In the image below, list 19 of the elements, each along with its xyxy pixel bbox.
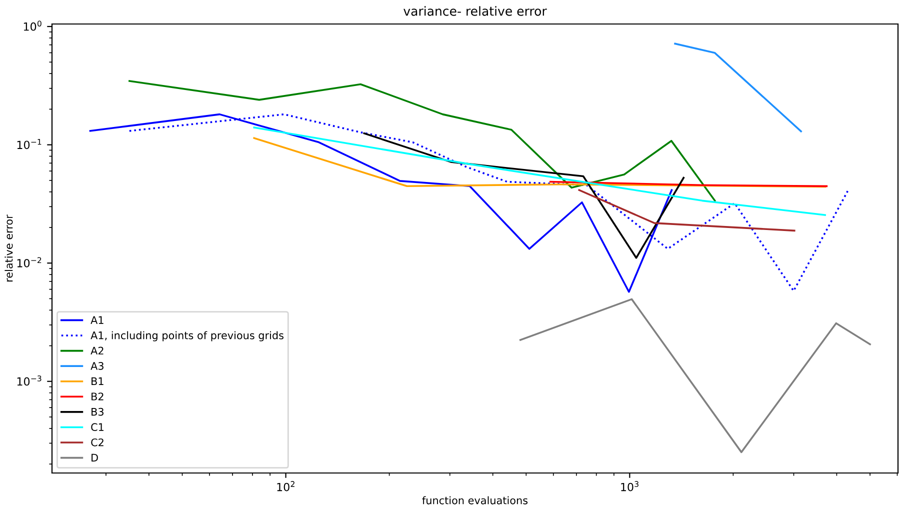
x-tick-label: 10$^{3}$ [621, 481, 638, 492]
y-tick-label: 10$^{−3}$ [17, 375, 42, 386]
y-tick-label: 10$^{−1}$ [17, 139, 42, 150]
chart-title: variance- relative error [404, 6, 547, 16]
legend-label: B2 [92, 392, 104, 400]
legend-label: A1 [90, 316, 104, 324]
y-axis-title: relative error [4, 214, 13, 282]
y-tick-label: 10$^{0}$ [24, 20, 42, 31]
legend-label: B3 [92, 408, 104, 416]
legend-label: A2 [90, 346, 104, 354]
legend-label: C1 [91, 423, 104, 432]
legend-label: A1, including points of previous grids [90, 331, 284, 342]
legend-label: D [92, 454, 98, 462]
y-tick-label: 10$^{−2}$ [17, 257, 42, 268]
legend-label: C2 [91, 438, 104, 446]
legend-label: A3 [90, 362, 104, 370]
x-tick-label: 10$^{2}$ [277, 481, 294, 492]
x-axis-title: function evaluations [422, 496, 528, 504]
legend-label: B1 [92, 377, 104, 386]
